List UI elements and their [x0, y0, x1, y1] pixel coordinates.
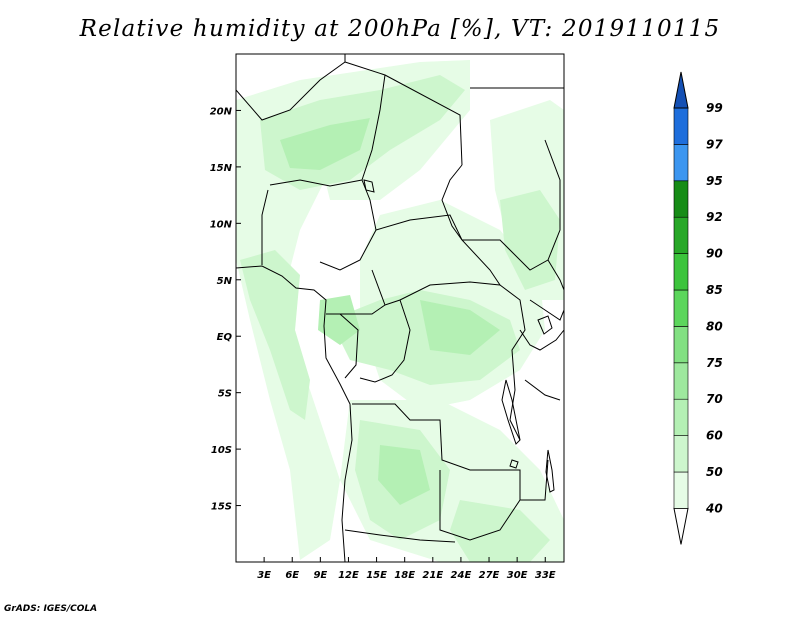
lat-label: EQ	[217, 332, 233, 343]
lake-mweru	[509, 459, 519, 469]
border-tanzania	[524, 379, 561, 401]
colorbar-label: 92	[706, 210, 723, 224]
colorbar-label: 85	[706, 283, 723, 297]
colorbar-swatch	[673, 289, 689, 327]
colorbar-swatch	[673, 471, 689, 509]
colorbar-high-arrow	[673, 71, 689, 109]
lon-label: 27E	[479, 570, 500, 581]
border-chad-sudan	[441, 164, 463, 241]
colorbar-swatch	[673, 144, 689, 182]
colorbar-label: 95	[706, 174, 723, 188]
lon-label: 9E	[313, 570, 327, 581]
colorbar-label: 50	[706, 465, 723, 479]
border-benin	[261, 189, 269, 265]
map-title: Relative humidity at 200hPa [%], VT: 201…	[79, 16, 721, 42]
humidity-patch-gabon-core	[318, 295, 360, 345]
coastline-west	[236, 265, 353, 562]
colorbar-label: 70	[706, 392, 723, 406]
colorbar-label: 60	[706, 429, 723, 443]
lon-label: 18E	[394, 570, 415, 581]
colorbar-label: 40	[705, 501, 723, 515]
lake-chad	[363, 179, 375, 193]
lat-label: 15N	[210, 163, 233, 174]
lon-label: 24E	[451, 570, 472, 581]
border-ethiopia	[544, 139, 561, 261]
lon-label: 30E	[507, 570, 528, 581]
border-congo-drc	[359, 299, 411, 383]
latitude-axis: 20N 15N 10N 5N EQ 5S 10S 15S	[210, 106, 241, 513]
colorbar-label: 80	[706, 319, 723, 333]
border-north	[236, 54, 346, 121]
humidity-patch-coast-inner	[240, 250, 310, 420]
colorbar-label: 97	[706, 137, 723, 151]
humidity-patch-congo-core	[420, 300, 500, 355]
lat-label: 5S	[218, 389, 232, 400]
colorbar-swatch	[673, 435, 689, 473]
border-zambia	[439, 459, 549, 541]
humidity-patch-angola-core	[378, 445, 430, 505]
border-drc-east	[499, 284, 526, 441]
humidity-field	[236, 60, 564, 562]
lake-victoria	[537, 315, 553, 335]
lat-label: 10S	[211, 445, 232, 456]
colorbar-label: 75	[706, 356, 723, 370]
lon-label: 21E	[422, 570, 443, 581]
border-east-lakes	[519, 329, 564, 351]
colorbar: 40 50 60 70 75 80 85 90 92 95 97 99	[673, 71, 723, 545]
colorbar-swatch	[673, 253, 689, 291]
lat-label: 20N	[210, 106, 233, 117]
border-nigeria-north	[269, 179, 363, 187]
colorbar-swatch	[673, 398, 689, 436]
border-niger-chad	[344, 61, 386, 181]
country-borders	[236, 54, 564, 562]
colorbar-label: 90	[706, 247, 723, 261]
lat-label: 5N	[217, 276, 233, 287]
colorbar-swatch	[673, 107, 689, 145]
lon-label: 6E	[285, 570, 299, 581]
border-kenya	[529, 299, 564, 321]
colorbar-low-arrow	[673, 507, 689, 545]
border-cameroon-south	[326, 304, 386, 315]
lat-label: 15S	[211, 502, 232, 513]
lon-label: 12E	[338, 570, 359, 581]
border-drc-angola	[352, 403, 521, 500]
map-frame	[235, 53, 565, 563]
grads-footer: GrADS: IGES/COLA	[4, 604, 98, 614]
humidity-patch-sahel-core	[280, 118, 370, 170]
humidity-patch-east-highland	[500, 190, 560, 290]
colorbar-label: 99	[706, 101, 723, 115]
lake-malawi	[545, 449, 555, 493]
border-south-sudan	[462, 239, 564, 291]
border-chad-libya	[384, 74, 463, 166]
border-angola-south	[344, 529, 456, 543]
colorbar-swatch	[673, 216, 689, 254]
lon-label: 15E	[366, 570, 387, 581]
colorbar-swatch	[673, 362, 689, 400]
lake-outlines	[363, 179, 555, 493]
border-gabon	[339, 313, 359, 379]
longitude-axis: 3E 6E 9E 12E 15E 18E 21E 24E 27E 30E 33E	[257, 557, 556, 581]
colorbar-swatch	[673, 326, 689, 364]
border-nigeria-east	[319, 179, 377, 271]
colorbar-swatch	[673, 180, 689, 218]
lake-tanganyika	[501, 379, 521, 445]
lat-label: 10N	[210, 219, 233, 230]
lon-label: 33E	[535, 570, 556, 581]
lon-label: 3E	[257, 570, 271, 581]
humidity-patch-zambia	[450, 500, 550, 562]
